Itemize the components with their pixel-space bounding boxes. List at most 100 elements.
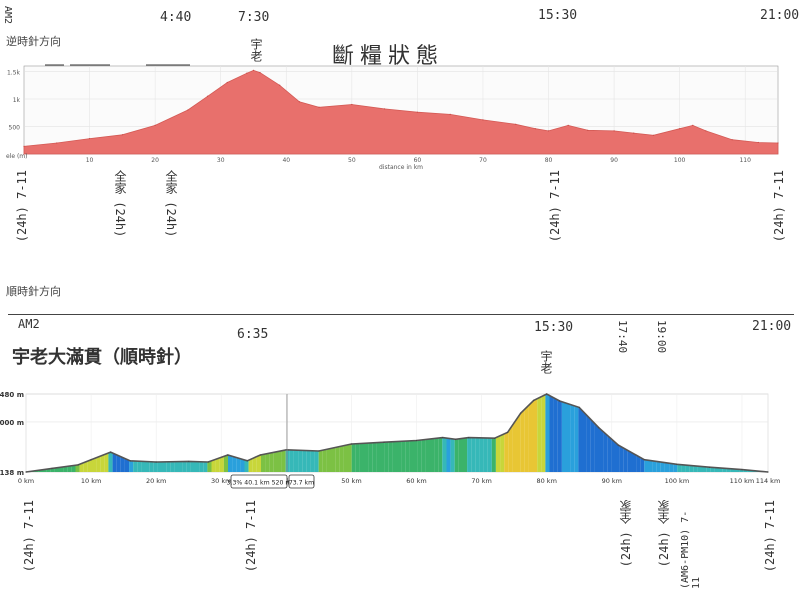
- bottom-data-point: [188, 460, 190, 463]
- top-xtick-label: 70: [479, 157, 487, 164]
- bottom-gradient-segment: [153, 461, 158, 472]
- bottom-gradient-segment: [656, 461, 661, 472]
- bottom-gradient-segment: [673, 463, 678, 472]
- bottom-data-point: [767, 471, 769, 473]
- bottom-gradient-segment: [96, 456, 101, 472]
- bottom-gradient-segment: [273, 451, 278, 472]
- bottom-gradient-segment: [594, 423, 599, 472]
- bottom-gradient-segment: [355, 443, 360, 472]
- top-data-point: [88, 138, 91, 140]
- bottom-data-point: [507, 431, 509, 433]
- bottom-data-point: [155, 461, 157, 463]
- bottom-gradient-segment: [603, 431, 608, 472]
- bottom-gradient-segment: [252, 456, 257, 472]
- bottom-gradient-segment: [570, 404, 575, 472]
- bottom-data-point: [350, 443, 353, 445]
- bottom-data-point: [708, 466, 711, 468]
- bottom-gradient-segment: [693, 465, 698, 472]
- bottom-gradient-segment: [289, 449, 294, 472]
- bottom-gradient-segment: [446, 438, 451, 472]
- bottom-gradient-segment: [162, 461, 167, 472]
- top-stop-2: 全家 (24h): [113, 170, 127, 238]
- bottom-gradient-segment: [174, 461, 179, 472]
- top-xtick-label: 10: [86, 157, 94, 164]
- top-data-point: [384, 108, 386, 110]
- top-xtick-label: 90: [610, 157, 618, 164]
- bottom-gradient-segment: [636, 455, 641, 472]
- bottom-gradient-segment: [211, 459, 216, 472]
- bottom-gradient-segment: [149, 461, 154, 472]
- top-data-point: [252, 69, 255, 71]
- bottom-stop-2: (24h) 7-11: [244, 500, 258, 573]
- bottom-data-point: [318, 450, 320, 452]
- top-data-point: [279, 84, 281, 86]
- bottom-gradient-segment: [244, 460, 249, 472]
- bottom-gradient-segment: [112, 453, 117, 472]
- bottom-gradient-segment: [326, 448, 331, 472]
- bottom-gradient-segment: [71, 465, 76, 472]
- bottom-data-point: [207, 461, 209, 463]
- bottom-gradient-segment: [611, 438, 616, 472]
- bottom-gradient-segment: [640, 457, 645, 472]
- bottom-stop-4: (24h) 全家: [657, 500, 671, 568]
- top-xtick-label: 100: [674, 157, 686, 164]
- bottom-gradient-segment: [236, 457, 241, 472]
- bottom-gradient-segment: [351, 443, 356, 472]
- bottom-xtick-label: 0 km: [18, 477, 34, 485]
- bottom-gradient-segment: [430, 438, 435, 472]
- top-stop-4: (24h) 7-11: [548, 170, 562, 243]
- top-data-point: [613, 130, 615, 132]
- bottom-gradient-segment: [471, 437, 476, 472]
- top-data-point: [515, 123, 517, 125]
- bottom-gradient-segment: [261, 454, 266, 472]
- bottom-xtick-label: 30 km: [211, 477, 231, 485]
- bottom-gradient-segment: [75, 464, 80, 472]
- bottom-gradient-segment: [195, 461, 200, 472]
- bottom-gradient-segment: [660, 462, 665, 472]
- bottom-gradient-segment: [463, 437, 468, 472]
- top-data-point: [187, 109, 189, 111]
- bottom-stop-5: (AM6-PM10) 7-11: [680, 510, 702, 589]
- bottom-gradient-segment: [652, 460, 657, 472]
- top-ytick-label: 500: [9, 125, 21, 132]
- top-handwritten-title: 斷糧狀態: [332, 44, 445, 69]
- top-data-point: [633, 132, 635, 134]
- top-data-point: [482, 119, 484, 121]
- bottom-stop-1: (24h) 7-11: [22, 500, 36, 573]
- bottom-gradient-segment: [710, 467, 715, 472]
- top-xtick-label: 20: [151, 157, 159, 164]
- bottom-gradient-segment: [528, 401, 533, 472]
- top-data-point: [121, 134, 123, 136]
- bottom-time-start: AM2: [18, 317, 40, 331]
- bottom-gradient-segment: [310, 450, 315, 472]
- top-stop-1: (24h) 7-11: [15, 170, 29, 243]
- top-stop-3: 全家 (24h): [164, 170, 178, 238]
- bottom-data-point: [559, 400, 561, 402]
- bottom-gradient-segment: [120, 456, 125, 472]
- bottom-gradient-segment: [67, 465, 72, 472]
- bottom-gradient-segment: [714, 467, 719, 472]
- bottom-gradient-segment: [79, 462, 84, 472]
- bottom-gradient-segment: [302, 450, 307, 472]
- bottom-gradient-segment: [491, 437, 496, 472]
- bottom-gradient-segment: [166, 461, 171, 472]
- bottom-data-point: [676, 463, 678, 465]
- bottom-gradient-segment: [553, 397, 558, 472]
- bottom-gradient-segment: [343, 444, 348, 472]
- bottom-gradient-segment: [248, 458, 253, 472]
- bottom-gradient-segment: [574, 405, 579, 472]
- top-data-point: [679, 128, 681, 130]
- bottom-data-point: [441, 436, 444, 439]
- top-elevation-chart: 500 1k 1.5k 10 20 30 40 50 60 70 80 90 100 110 ele (m)…: [6, 64, 779, 171]
- bottom-data-point: [598, 427, 600, 429]
- bottom-data-point: [617, 444, 619, 446]
- top-ytick-label: 1k: [13, 97, 21, 104]
- bottom-gradient-segment: [228, 455, 233, 472]
- bottom-gradient-segment: [182, 461, 187, 472]
- bottom-data-point: [533, 399, 535, 401]
- bottom-gradient-segment: [318, 450, 323, 472]
- bottom-gradient-segment: [718, 467, 723, 472]
- top-data-point: [259, 72, 261, 74]
- bottom-gradient-segment: [401, 441, 406, 472]
